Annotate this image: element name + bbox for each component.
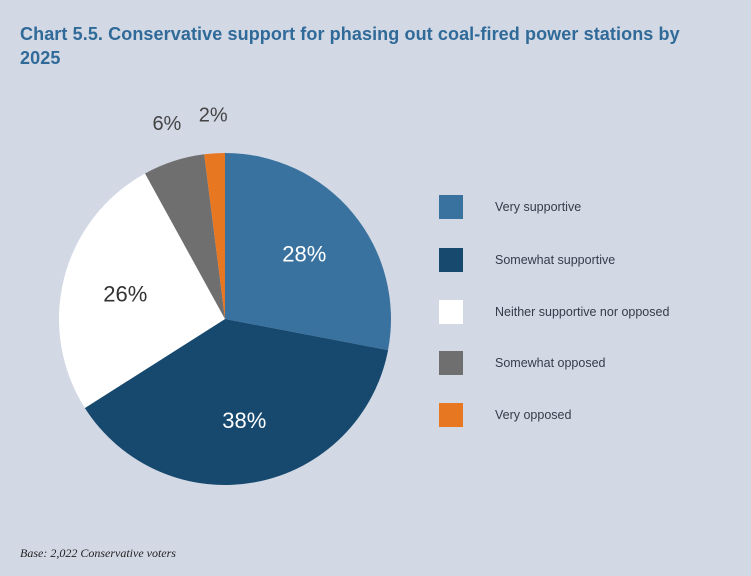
legend-swatch: [439, 351, 463, 375]
pie-slice-somewhat-opposed: [145, 154, 225, 319]
legend-swatch: [439, 403, 463, 427]
legend-label: Somewhat supportive: [495, 253, 616, 267]
pie-slice-very-supportive: [225, 153, 391, 351]
legend-item-very-supportive: Very supportive: [439, 195, 739, 219]
legend-item-somewhat-opposed: Somewhat opposed: [439, 351, 739, 375]
legend-swatch: [439, 248, 463, 272]
pie-slice-somewhat-supportive: [84, 319, 389, 485]
pie-label-very-opposed: 2%: [199, 104, 228, 126]
legend-label: Very opposed: [495, 408, 572, 422]
legend-label: Somewhat opposed: [495, 356, 606, 370]
pie-label-somewhat-supportive: 38%: [222, 408, 266, 433]
pie-slice-neither-supportive-nor-opposed: [59, 173, 226, 408]
legend-item-neither-supportive-nor-opposed: Neither supportive nor opposed: [439, 300, 739, 324]
pie-slice-very-opposed: [204, 153, 225, 319]
pie-label-very-supportive: 28%: [282, 241, 326, 266]
legend-label: Very supportive: [495, 200, 582, 214]
legend-item-somewhat-supportive: Somewhat supportive: [439, 248, 739, 272]
legend-label: Neither supportive nor opposed: [495, 305, 670, 319]
chart-title: Chart 5.5. Conservative support for phas…: [20, 24, 680, 68]
base-note: Base: 2,022 Conservative voters: [20, 546, 176, 560]
legend-item-very-opposed: Very opposed: [439, 403, 739, 427]
legend-swatch: [439, 195, 463, 219]
pie-label-somewhat-opposed: 6%: [152, 113, 181, 135]
pie-label-neither-supportive-nor-opposed: 26%: [103, 281, 147, 306]
legend-swatch: [439, 300, 463, 324]
